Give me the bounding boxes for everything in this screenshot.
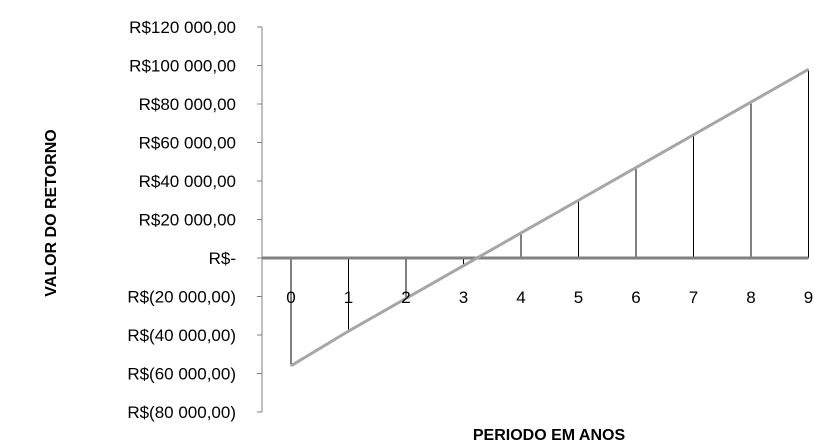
x-tick-label: 8	[746, 288, 755, 307]
drop-lines	[290, 69, 809, 366]
series-line	[290, 68, 810, 368]
y-tick-label: R$(60 000,00)	[127, 365, 236, 384]
x-tick-label: 4	[516, 288, 525, 307]
y-tick-label: R$60 000,00	[139, 134, 236, 153]
series-group	[290, 68, 810, 368]
tick-labels: R$120 000,00 R$100 000,00 R$80 000,00 R$60 …	[127, 18, 813, 422]
y-axis-title: VALOR DO RETORNO	[43, 129, 60, 296]
y-tick-label: R$(80 000,00)	[127, 403, 236, 422]
x-tick-label: 3	[459, 288, 468, 307]
y-tick-label: R$80 000,00	[139, 95, 236, 114]
x-axis-title: PERIODO EM ANOS	[473, 427, 626, 444]
y-tick-label: R$40 000,00	[139, 172, 236, 191]
x-tick-label: 1	[344, 288, 353, 307]
x-tick-label: 9	[804, 288, 813, 307]
x-tick-label: 6	[631, 288, 640, 307]
x-tick-label: 7	[689, 288, 698, 307]
y-tick-label: R$-	[209, 249, 236, 268]
y-axis	[257, 26, 263, 413]
y-tick-label: R$20 000,00	[139, 211, 236, 230]
y-tick-label: R$100 000,00	[129, 57, 236, 76]
y-tick-label: R$120 000,00	[129, 18, 236, 37]
y-tick-label: R$(40 000,00)	[127, 326, 236, 345]
x-tick-label: 2	[401, 288, 410, 307]
x-tick-label: 0	[286, 288, 295, 307]
y-tick-label: R$(20 000,00)	[127, 288, 236, 307]
x-tick-label: 5	[574, 288, 583, 307]
